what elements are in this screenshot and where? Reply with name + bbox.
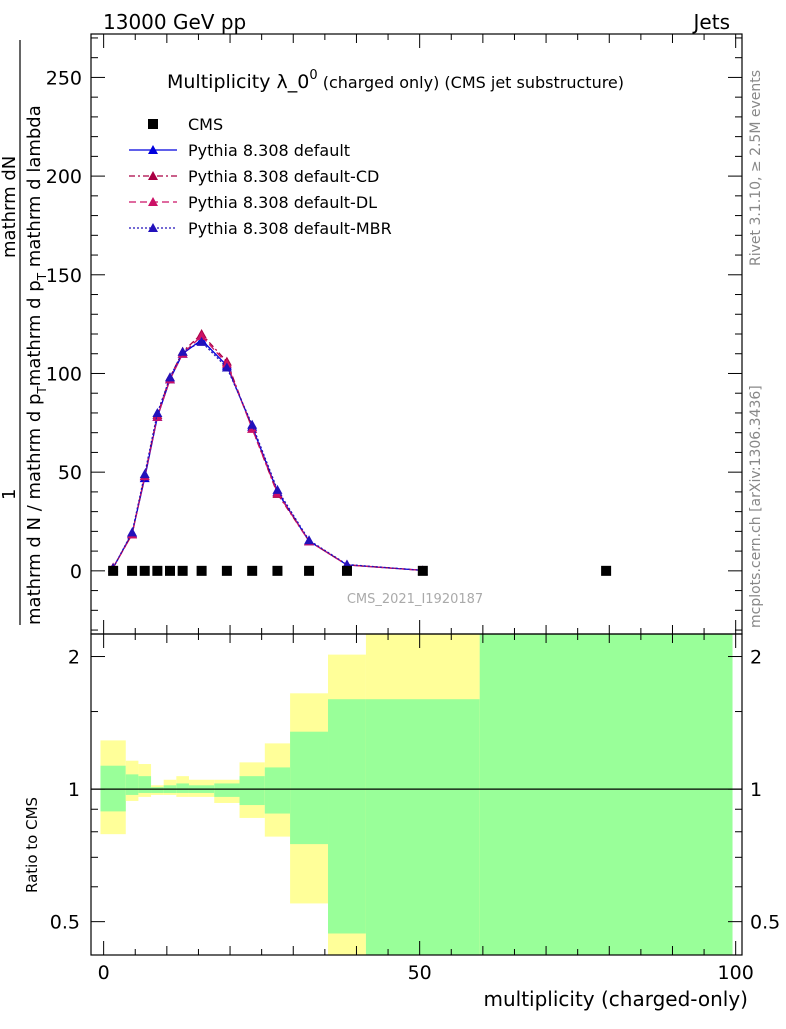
series-marker [221, 362, 232, 372]
data-point [127, 565, 138, 576]
y-label-numer-b: mathrm dN [0, 156, 20, 258]
series-marker [247, 419, 258, 429]
ratio-band-inner [125, 774, 139, 795]
main-frame [90, 33, 743, 635]
y-tick-label: 200 [46, 166, 82, 188]
y-tick-label: 250 [46, 67, 82, 89]
ratio-band-inner [365, 699, 480, 955]
ratio-y-tick-label-right: 2 [750, 647, 762, 669]
data-point [304, 565, 315, 576]
y-label-denom: mathrm d N / mathrm d pTmathrm d pT math… [24, 105, 49, 625]
ratio-y-tick-label: 0.5 [50, 912, 80, 934]
ratio-band-inner [138, 776, 152, 793]
ratio-band-inner [264, 767, 291, 814]
legend-marker [148, 171, 158, 180]
ratio-band-inner [176, 783, 189, 793]
data-point [601, 565, 612, 576]
data-point [341, 565, 352, 576]
data-point [417, 565, 428, 576]
ratio-band-inner [151, 787, 164, 793]
ratio-y-label: Ratio to CMS [23, 797, 41, 893]
ratio-y-tick-label: 1 [68, 779, 80, 801]
y-tick-label: 50 [58, 462, 82, 484]
y-tick-label: 0 [70, 561, 82, 583]
main-title: Multiplicity λ_00 (charged only) (CMS je… [167, 68, 624, 93]
ratio-band-inner [214, 783, 240, 797]
ratio-band-inner [239, 776, 265, 806]
series-marker [196, 336, 207, 346]
data-point [108, 565, 119, 576]
legend-label: Pythia 8.308 default-CD [188, 167, 379, 186]
series-marker [127, 527, 138, 537]
series-marker [139, 469, 150, 479]
legend-marker [148, 223, 158, 232]
legend-marker [148, 119, 158, 129]
y-label-numer-a: 1 [0, 489, 20, 500]
series-marker [304, 535, 315, 545]
y-tick-label: 150 [46, 265, 82, 287]
ratio-bands [91, 634, 742, 955]
ratio-y-tick-label-right: 0.5 [750, 912, 780, 934]
series-marker [165, 372, 176, 382]
data-point [177, 565, 188, 576]
data-point [165, 565, 176, 576]
ratio-y-tick-label: 2 [68, 647, 80, 669]
ratio-band-inner [290, 731, 329, 845]
x-axis-label: multiplicity (charged-only) [483, 987, 748, 1011]
legend-label: Pythia 8.308 default [188, 141, 350, 160]
data-point [272, 565, 283, 576]
main-series [108, 329, 612, 576]
x-tick-label: 100 [718, 962, 754, 984]
data-point [139, 565, 150, 576]
ratio-band-inner [328, 699, 366, 934]
x-tick-label: 50 [408, 962, 432, 984]
legend-label: Pythia 8.308 default-MBR [188, 219, 392, 238]
series-marker [272, 484, 283, 494]
analysis-watermark: CMS_2021_I1920187 [347, 592, 483, 607]
legend-marker [148, 145, 158, 154]
ratio-y-tick-label-right: 1 [750, 779, 762, 801]
main-y-axis-label: mathrm d N / mathrm d pTmathrm d pT math… [0, 40, 49, 625]
data-point [221, 565, 232, 576]
data-point [196, 565, 207, 576]
series-marker [196, 330, 207, 340]
header-right: Jets [692, 10, 730, 34]
ratio-band-inner [479, 634, 733, 955]
legend-marker [148, 197, 158, 206]
legend: CMS Pythia 8.308 default Pythia 8.308 defa… [129, 115, 392, 238]
mcplots-label: mcplots.cern.ch [arXiv:1306.3436] [748, 385, 764, 628]
y-tick-label: 100 [46, 363, 82, 385]
data-point [247, 565, 258, 576]
header-left: 13000 GeV pp [103, 10, 246, 34]
rivet-label: Rivet 3.1.10, ≥ 2.5M events [748, 70, 764, 266]
main-axes: 0 50 100 150 200 250 [46, 34, 742, 634]
series-marker [152, 407, 163, 417]
data-point [152, 565, 163, 576]
ratio-axes: 0.5 0.5 1 1 2 2 0 50 100 [50, 634, 780, 984]
series-marker [177, 346, 188, 356]
legend-label: Pythia 8.308 default-DL [188, 193, 377, 212]
legend-label: CMS [188, 115, 223, 134]
x-tick-label: 0 [98, 962, 110, 984]
